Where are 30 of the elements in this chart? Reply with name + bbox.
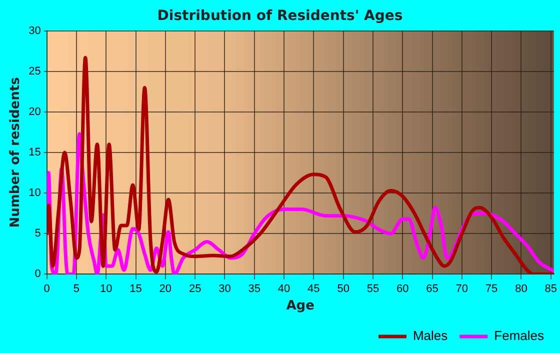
- x-tick-label: 20: [159, 282, 172, 295]
- x-tick-label: 30: [218, 282, 231, 295]
- x-axis-title: Age: [286, 298, 315, 314]
- x-tick-label: 80: [515, 282, 528, 295]
- chart-title: Distribution of Residents' Ages: [157, 8, 403, 24]
- x-tick-label: 10: [100, 282, 112, 295]
- x-tick-label: 70: [456, 282, 468, 295]
- x-tick-label: 5: [73, 282, 80, 295]
- x-tick-label: 50: [337, 282, 350, 295]
- legend-label: Females: [494, 328, 544, 344]
- x-tick-label: 75: [485, 282, 498, 295]
- y-tick-label: 15: [28, 146, 41, 159]
- y-tick-label: 30: [28, 24, 41, 37]
- x-tick-label: 40: [278, 282, 290, 295]
- x-tick-label: 35: [248, 282, 260, 295]
- y-axis-title: Number of residents: [8, 76, 24, 228]
- x-tick-label: 85: [544, 282, 557, 295]
- x-tick-label: 45: [308, 282, 320, 295]
- y-tick-label: 10: [28, 187, 41, 200]
- x-tick-label: 55: [366, 282, 380, 295]
- y-tick-label: 0: [34, 268, 41, 280]
- y-tick-label: 25: [28, 65, 41, 78]
- y-tick-label: 5: [34, 228, 41, 240]
- x-tick-label: 0: [44, 282, 50, 295]
- x-tick-label: 15: [130, 282, 142, 295]
- x-tick-label: 60: [396, 282, 409, 295]
- x-tick-label: 25: [188, 282, 202, 295]
- x-tick-label: 65: [426, 282, 438, 295]
- y-tick-label: 20: [28, 106, 41, 118]
- legend-label: Males: [412, 328, 448, 344]
